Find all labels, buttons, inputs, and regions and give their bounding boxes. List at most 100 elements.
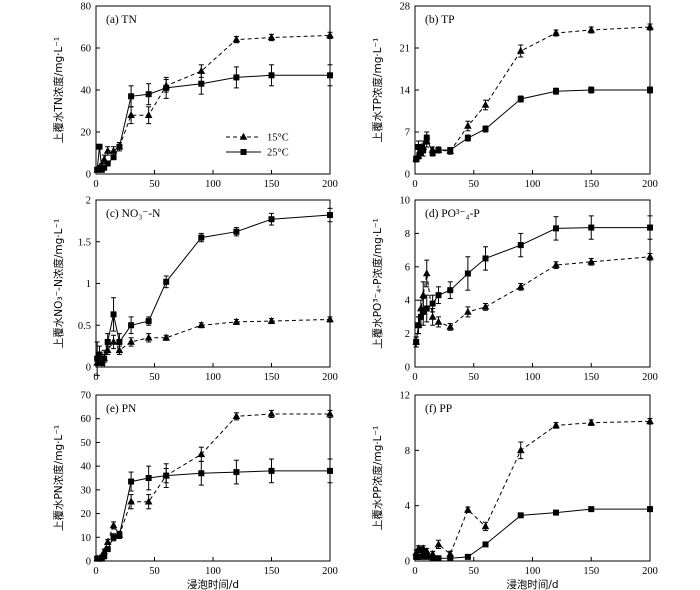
data-point-square (413, 156, 420, 162)
panel-5: 0 50 100 150 200 0 4 8 12 (f) PP 上覆水PP浓度/mg·L⁻¹ 浸泡时… (371, 391, 658, 590)
data-point-square (420, 147, 427, 153)
series-15c (412, 252, 654, 348)
data-point-square (198, 80, 205, 87)
x-tick-label: 200 (322, 179, 338, 190)
data-point-square (268, 467, 275, 474)
plot-frame (414, 394, 651, 562)
data-point-square (101, 553, 108, 560)
x-tick-label: 0 (412, 179, 417, 190)
data-point-square (588, 224, 595, 231)
data-point-square (128, 93, 135, 100)
y-tick-label: 1 (86, 279, 91, 290)
data-point-square (423, 553, 430, 560)
series-25c (94, 458, 333, 562)
data-point-square (94, 355, 101, 362)
y-tick-label: 60 (81, 44, 92, 55)
data-point-triangle (516, 46, 525, 54)
data-point-square (327, 212, 333, 219)
y-tick-label: 6 (405, 262, 410, 273)
y-tick-label: 0 (405, 170, 410, 181)
data-point-square (104, 160, 111, 167)
data-point-square (588, 87, 595, 93)
data-point-square (110, 154, 117, 161)
y-axis-label: 上覆水PO³⁻₄-P浓度/mg·L⁻¹ (371, 218, 384, 349)
data-point-square (116, 531, 123, 538)
data-point-triangle (587, 257, 596, 265)
x-tick-label: 150 (264, 372, 280, 383)
panel-label: (f) PP (425, 403, 452, 415)
x-tick-label: 100 (525, 372, 541, 383)
data-point-square (104, 546, 111, 553)
data-point-triangle (267, 33, 276, 41)
data-point-square (447, 555, 454, 562)
series-line (97, 318, 331, 364)
data-point-triangle (162, 333, 170, 341)
data-point-square (101, 164, 108, 171)
data-point-triangle (412, 548, 420, 556)
data-point-triangle (446, 549, 455, 557)
data-point-square (464, 553, 471, 560)
data-point-square (101, 355, 108, 362)
data-point-triangle (422, 269, 431, 277)
panel-label: (e) PN (106, 403, 137, 415)
x-tick-label: 150 (264, 566, 280, 577)
x-tick-label: 50 (469, 179, 480, 190)
data-point-square (94, 166, 101, 173)
legend-label: 25°C (267, 148, 289, 159)
data-point-triangle (419, 544, 428, 552)
y-tick-label: 2 (86, 196, 91, 207)
data-point-triangle (127, 497, 135, 505)
data-point-square (517, 96, 524, 102)
data-point-square (268, 216, 275, 223)
x-tick-label: 100 (205, 372, 221, 383)
data-point-square (145, 91, 152, 98)
data-point-triangle (267, 316, 276, 324)
data-point-square (198, 470, 205, 477)
y-tick-label: 0.5 (78, 321, 91, 332)
data-point-triangle (419, 290, 428, 298)
panel-0: 0 50 100 150 200 0 20 40 60 80 (a) TN 上覆水TN浓度/mg·L⁻… (52, 2, 338, 191)
data-point-square (435, 555, 442, 562)
series-25c (94, 64, 333, 173)
data-point-square (145, 318, 152, 325)
data-point-square (482, 541, 489, 548)
panel-label: (d) PO³⁻₄-P (425, 208, 480, 220)
y-axis-label: 上覆水TN浓度/mg·L⁻¹ (52, 37, 65, 143)
x-tick-label: 100 (205, 566, 221, 577)
data-point-triangle (109, 337, 118, 345)
x-tick-label: 200 (322, 566, 338, 577)
x-tick-label: 50 (149, 179, 160, 190)
y-tick-label: 20 (81, 509, 92, 520)
y-tick-label: 4 (405, 296, 411, 307)
data-point-square (128, 322, 135, 329)
data-point-square (420, 308, 427, 315)
data-point-triangle (587, 418, 596, 426)
x-tick-label: 200 (642, 372, 658, 383)
y-tick-label: 2 (405, 329, 410, 340)
x-tick-label: 100 (525, 179, 541, 190)
legend-marker-triangle (239, 132, 248, 140)
y-tick-label: 40 (81, 462, 92, 473)
x-tick-label: 200 (642, 566, 658, 577)
y-tick-label: 0 (405, 363, 410, 374)
x-tick-label: 150 (583, 566, 599, 577)
data-point-square (98, 359, 105, 366)
y-tick-label: 80 (81, 2, 92, 13)
data-point-triangle (481, 522, 490, 530)
data-point-triangle (587, 25, 596, 33)
data-point-triangle (109, 146, 118, 154)
data-point-triangle (646, 252, 654, 260)
y-tick-label: 21 (400, 44, 411, 55)
x-tick-label: 0 (93, 179, 98, 190)
x-tick-label: 200 (642, 179, 658, 190)
y-tick-label: 0 (86, 363, 91, 374)
series-line (97, 413, 330, 560)
data-point-square (163, 278, 170, 285)
y-tick-label: 1.5 (78, 237, 91, 248)
series-line (96, 34, 331, 171)
x-tick-label: 100 (525, 566, 541, 577)
data-point-square (647, 506, 653, 513)
data-point-square (482, 126, 489, 132)
data-point-square (268, 72, 275, 79)
data-point-square (464, 270, 471, 277)
